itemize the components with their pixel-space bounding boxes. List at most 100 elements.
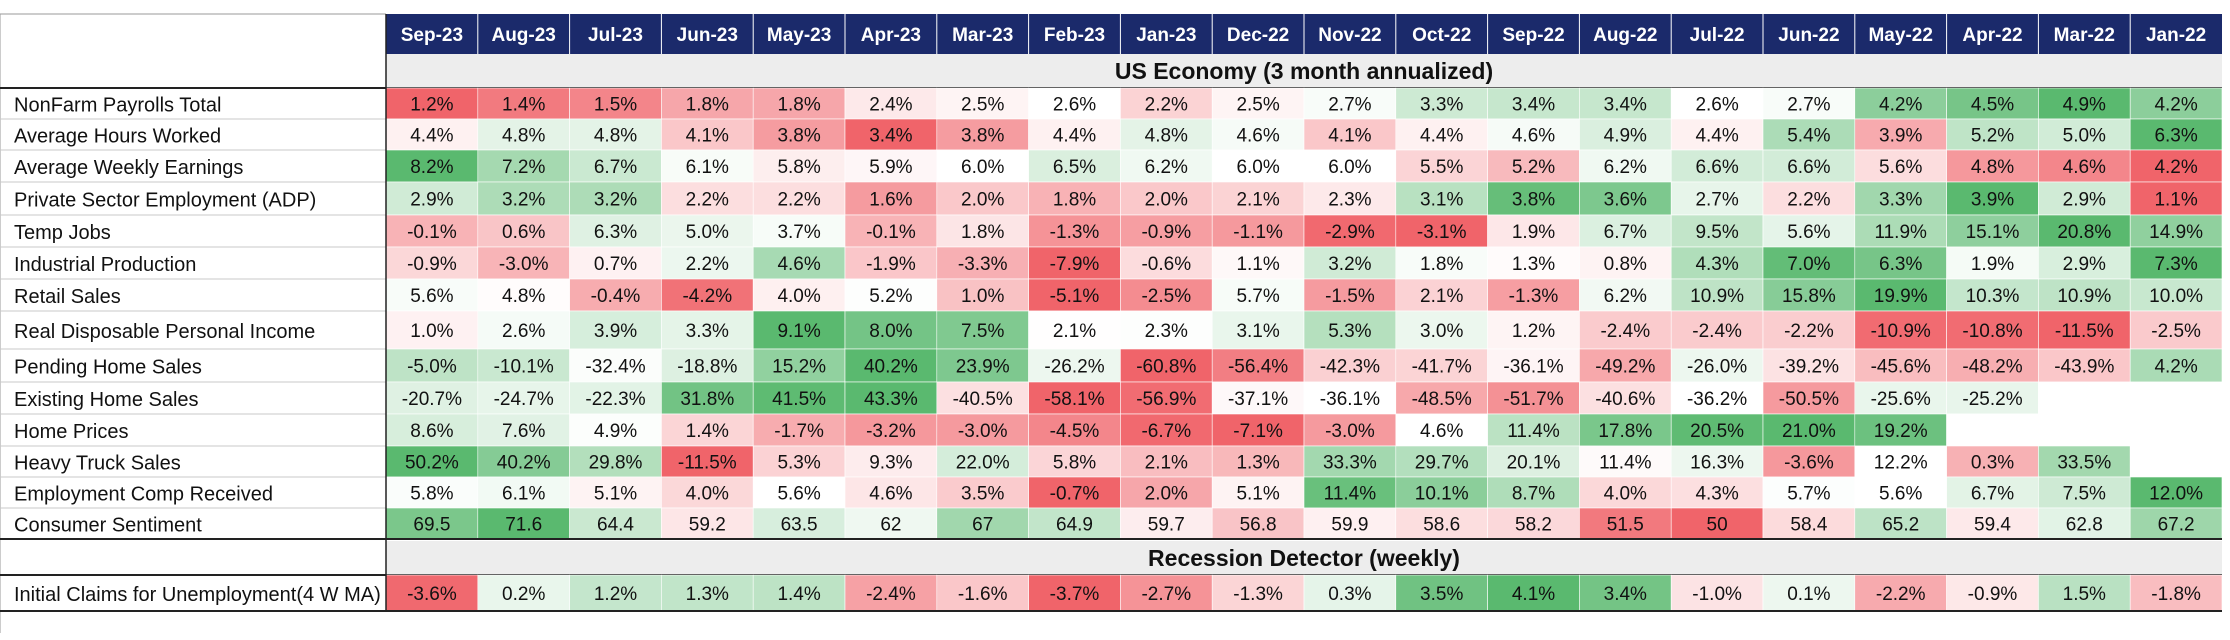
heatmap-cell xyxy=(2038,445,2131,478)
cell-value: 59.2 xyxy=(689,515,726,536)
cell-value: 3.2% xyxy=(1328,254,1371,275)
cell-value: 23.9% xyxy=(956,357,1010,378)
heatmap-cell xyxy=(1120,149,1213,183)
heatmap-cell xyxy=(477,574,570,612)
heatmap-cell xyxy=(477,181,570,216)
heatmap-cell xyxy=(752,413,846,447)
cell-value: 1.9% xyxy=(1971,254,2014,275)
cell-value: -40.5% xyxy=(953,389,1013,410)
cell-value: 4.2% xyxy=(2154,157,2197,178)
heatmap-cell xyxy=(936,348,1029,383)
cell-value: -20.7% xyxy=(402,389,462,410)
cell-value: -51.7% xyxy=(1503,389,1563,410)
cell-value: -2.4% xyxy=(1600,321,1650,342)
cell-value: 5.0% xyxy=(686,222,729,243)
heatmap-cell xyxy=(936,310,1029,350)
cell-value: -11.5% xyxy=(678,453,737,474)
cell-value: 19.2% xyxy=(1874,421,1928,442)
cell-value: 4.6% xyxy=(1236,126,1279,147)
cell-value: 65.2 xyxy=(1882,515,1919,536)
cell-value: 4.8% xyxy=(502,286,545,307)
heatmap-cell xyxy=(1946,149,2039,183)
cell-value: 6.6% xyxy=(1787,157,1830,178)
cell-value: 3.4% xyxy=(1512,95,1555,116)
heatmap-cell xyxy=(385,445,479,478)
heatmap-cell xyxy=(1395,574,1488,612)
cell-value: 4.4% xyxy=(1053,126,1096,147)
heatmap-cell xyxy=(844,507,938,540)
cell-value: 1.4% xyxy=(502,95,545,116)
cell-value: 2.3% xyxy=(1328,190,1371,211)
column-header-aug-22: Aug-22 xyxy=(1593,25,1657,46)
column-header-sep-23: Sep-23 xyxy=(401,25,463,46)
cell-value: 4.6% xyxy=(2063,157,2106,178)
cell-value: 4.4% xyxy=(1695,126,1738,147)
heatmap-cell xyxy=(844,574,938,612)
heatmap-cell xyxy=(2129,246,2223,280)
cell-value: 3.4% xyxy=(869,126,912,147)
heatmap-cell xyxy=(1946,246,2039,280)
heatmap-cell xyxy=(1395,413,1488,447)
heatmap-cell xyxy=(1211,310,1305,350)
heatmap-cell xyxy=(752,381,846,415)
cell-value: -25.6% xyxy=(1871,389,1931,410)
cell-value: 1.8% xyxy=(1420,254,1463,275)
cell-value: -58.1% xyxy=(1044,389,1104,410)
cell-value: 1.4% xyxy=(777,584,820,605)
cell-value: 2.2% xyxy=(686,190,729,211)
cell-value: 7.5% xyxy=(2063,484,2106,505)
cell-value: 6.0% xyxy=(1328,157,1371,178)
heatmap-cell xyxy=(1854,87,1947,120)
cell-value: 6.7% xyxy=(1604,222,1647,243)
row-label-consumer-sentiment: Consumer Sentiment xyxy=(14,515,202,537)
section-band xyxy=(386,541,2222,575)
cell-value: -2.5% xyxy=(2151,321,2201,342)
cell-value: 3.4% xyxy=(1604,584,1647,605)
heatmap-cell xyxy=(1946,445,2039,478)
cell-value: 4.2% xyxy=(2154,95,2197,116)
cell-value: 3.5% xyxy=(1420,584,1463,605)
cell-value: 3.8% xyxy=(1512,190,1555,211)
cell-value: 3.1% xyxy=(1236,321,1279,342)
heatmap-cell xyxy=(1303,574,1397,612)
heatmap-cell xyxy=(1762,214,1856,248)
cell-value: -1.8% xyxy=(2151,584,2201,605)
cell-value: 2.2% xyxy=(686,254,729,275)
cell-value: 59.4 xyxy=(1974,515,2011,536)
cell-value: 1.0% xyxy=(410,321,453,342)
heatmap-cell xyxy=(1762,149,1856,183)
cell-value: 8.2% xyxy=(410,157,453,178)
cell-value: 15.1% xyxy=(1966,222,2020,243)
cell-value: 0.6% xyxy=(502,222,545,243)
cell-value: 1.2% xyxy=(594,584,637,605)
column-header-aug-23: Aug-23 xyxy=(491,25,555,46)
heatmap-cell xyxy=(1395,381,1488,415)
column-header-jun-22: Jun-22 xyxy=(1778,25,1839,46)
cell-value: -48.2% xyxy=(1962,357,2022,378)
heatmap-cell xyxy=(1028,87,1121,120)
heatmap-cell xyxy=(2038,413,2131,447)
heatmap-cell xyxy=(752,348,846,383)
heatmap-cell xyxy=(1670,445,1764,478)
heatmap-cell xyxy=(1670,476,1764,509)
heatmap-cell xyxy=(1946,87,2039,120)
heatmap-cell xyxy=(2038,87,2131,120)
heatmap-cell xyxy=(1211,348,1305,383)
heatmap-cell xyxy=(2129,118,2223,151)
cell-value: -1.9% xyxy=(866,254,916,275)
heatmap-cell xyxy=(1120,476,1213,509)
heatmap-cell xyxy=(661,348,754,383)
cell-value: 6.3% xyxy=(594,222,637,243)
column-header-sep-22: Sep-22 xyxy=(1502,25,1564,46)
heatmap-cell xyxy=(1211,246,1305,280)
heatmap-cell xyxy=(752,214,846,248)
heatmap-cell xyxy=(1487,476,1580,509)
heatmap-cell xyxy=(1762,574,1856,612)
cell-value: 67.2 xyxy=(2158,515,2195,536)
cell-value: -43.9% xyxy=(2054,357,2114,378)
heatmap-cell xyxy=(1946,310,2039,350)
heatmap-cell xyxy=(2038,278,2131,312)
heatmap-cell xyxy=(1211,181,1305,216)
heatmap-cell xyxy=(844,149,938,183)
cell-value: 59.7 xyxy=(1148,515,1185,536)
